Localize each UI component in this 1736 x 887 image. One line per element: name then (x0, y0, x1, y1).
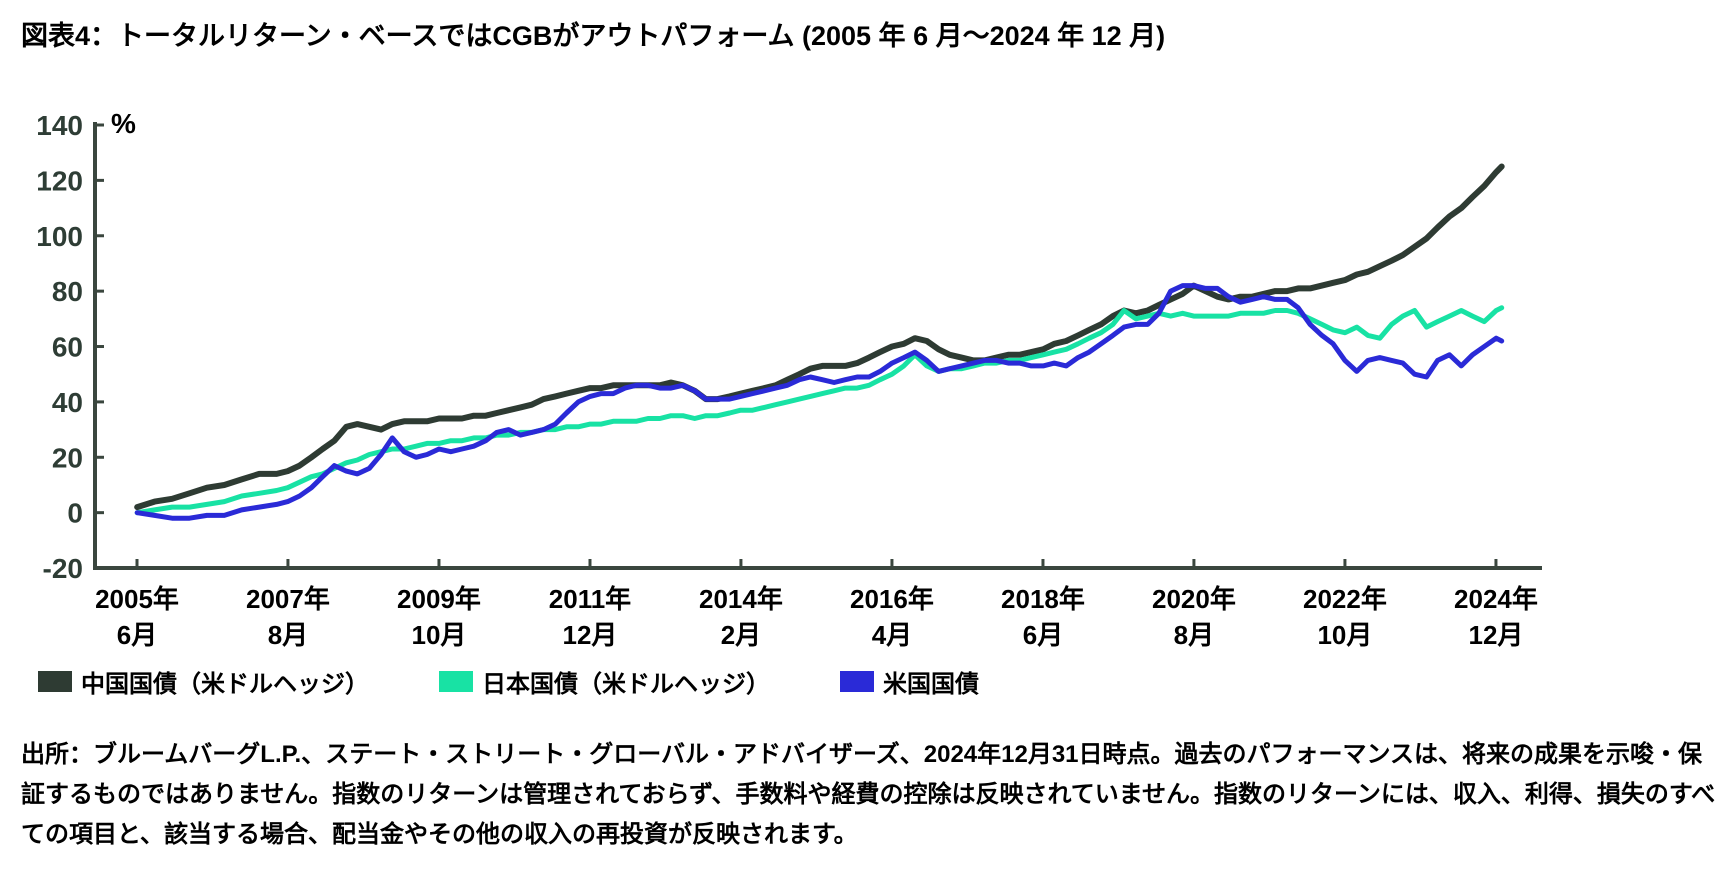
y-tick-label: 80 (52, 276, 83, 307)
x-tick-month: 2月 (721, 620, 761, 650)
y-tick-label: 0 (67, 498, 83, 529)
y-tick-label: 60 (52, 332, 83, 363)
x-tick-month: 10月 (1317, 620, 1372, 650)
x-tick-year: 2018年 (1001, 584, 1085, 614)
legend-label-ust: 米国国債 (883, 671, 979, 698)
source-note: 出所：ブルームバーグL.P.、ステート・ストリート・グローバル・アドバイザーズ、… (21, 741, 1716, 848)
legend-swatch-ust (840, 671, 874, 692)
x-tick-month: 4月 (872, 620, 912, 650)
chart-canvas: -20 0 20 40 60 80 100 120 140 % 2005年 6月 2007年 8月 2009… (36, 108, 1542, 650)
x-tick-month: 12月 (1468, 620, 1523, 650)
y-tick-label: 120 (36, 165, 83, 196)
series-line-ust (134, 283, 1505, 521)
x-tick-year: 2011年 (549, 584, 631, 614)
x-tick-month: 12月 (563, 620, 618, 650)
x-tick-month: 6月 (117, 620, 157, 650)
axis-lines (93, 122, 1542, 570)
x-tick-month: 8月 (1174, 620, 1214, 650)
legend-item-ust: 米国国債 (840, 664, 979, 699)
x-tick-month: 8月 (268, 620, 308, 650)
x-axis: 2005年 6月 2007年 8月 2009年 10月 2011年 12月 2014年 2月 201… (95, 559, 1538, 650)
x-tick-year: 2007年 (246, 584, 330, 614)
legend-swatch-cgb (38, 671, 72, 692)
x-tick-year: 2014年 (699, 584, 783, 614)
legend-swatch-jgb (439, 671, 473, 692)
legend-item-jgb: 日本国債（米ドルヘッジ） (439, 664, 770, 699)
y-tick-label: 100 (36, 221, 83, 252)
x-tick-year: 2024年 (1454, 584, 1538, 614)
y-tick-label: 40 (52, 387, 83, 418)
x-tick-year: 2020年 (1152, 584, 1236, 614)
legend-item-cgb: 中国国債（米ドルヘッジ） (38, 664, 369, 699)
y-axis: -20 0 20 40 60 80 100 120 140% (36, 108, 136, 584)
y-tick-label: -20 (43, 553, 83, 584)
y-unit-label: % (111, 108, 136, 139)
x-tick-year: 2016年 (850, 584, 934, 614)
series-line-cgb (134, 163, 1505, 511)
x-tick-year: 2022年 (1303, 584, 1387, 614)
axes (93, 122, 1542, 570)
legend-label-cgb: 中国国債（米ドルヘッジ） (81, 671, 369, 698)
y-tick-label: 140 (36, 110, 83, 141)
x-tick-month: 6月 (1023, 620, 1063, 650)
legend: 中国国債（米ドルヘッジ） 日本国債（米ドルヘッジ） 米国国債 (38, 664, 979, 699)
x-tick-year: 2005年 (95, 584, 179, 614)
x-tick-month: 10月 (412, 620, 467, 650)
x-tick-year: 2009年 (397, 584, 481, 614)
series-line-jgb (134, 305, 1505, 516)
y-tick-label: 20 (52, 442, 83, 473)
legend-label-jgb: 日本国債（米ドルヘッジ） (482, 671, 770, 698)
figure-title: 図表4：トータルリターン・ベースではCGBがアウトパフォーム (2005 年 6… (21, 21, 1166, 51)
